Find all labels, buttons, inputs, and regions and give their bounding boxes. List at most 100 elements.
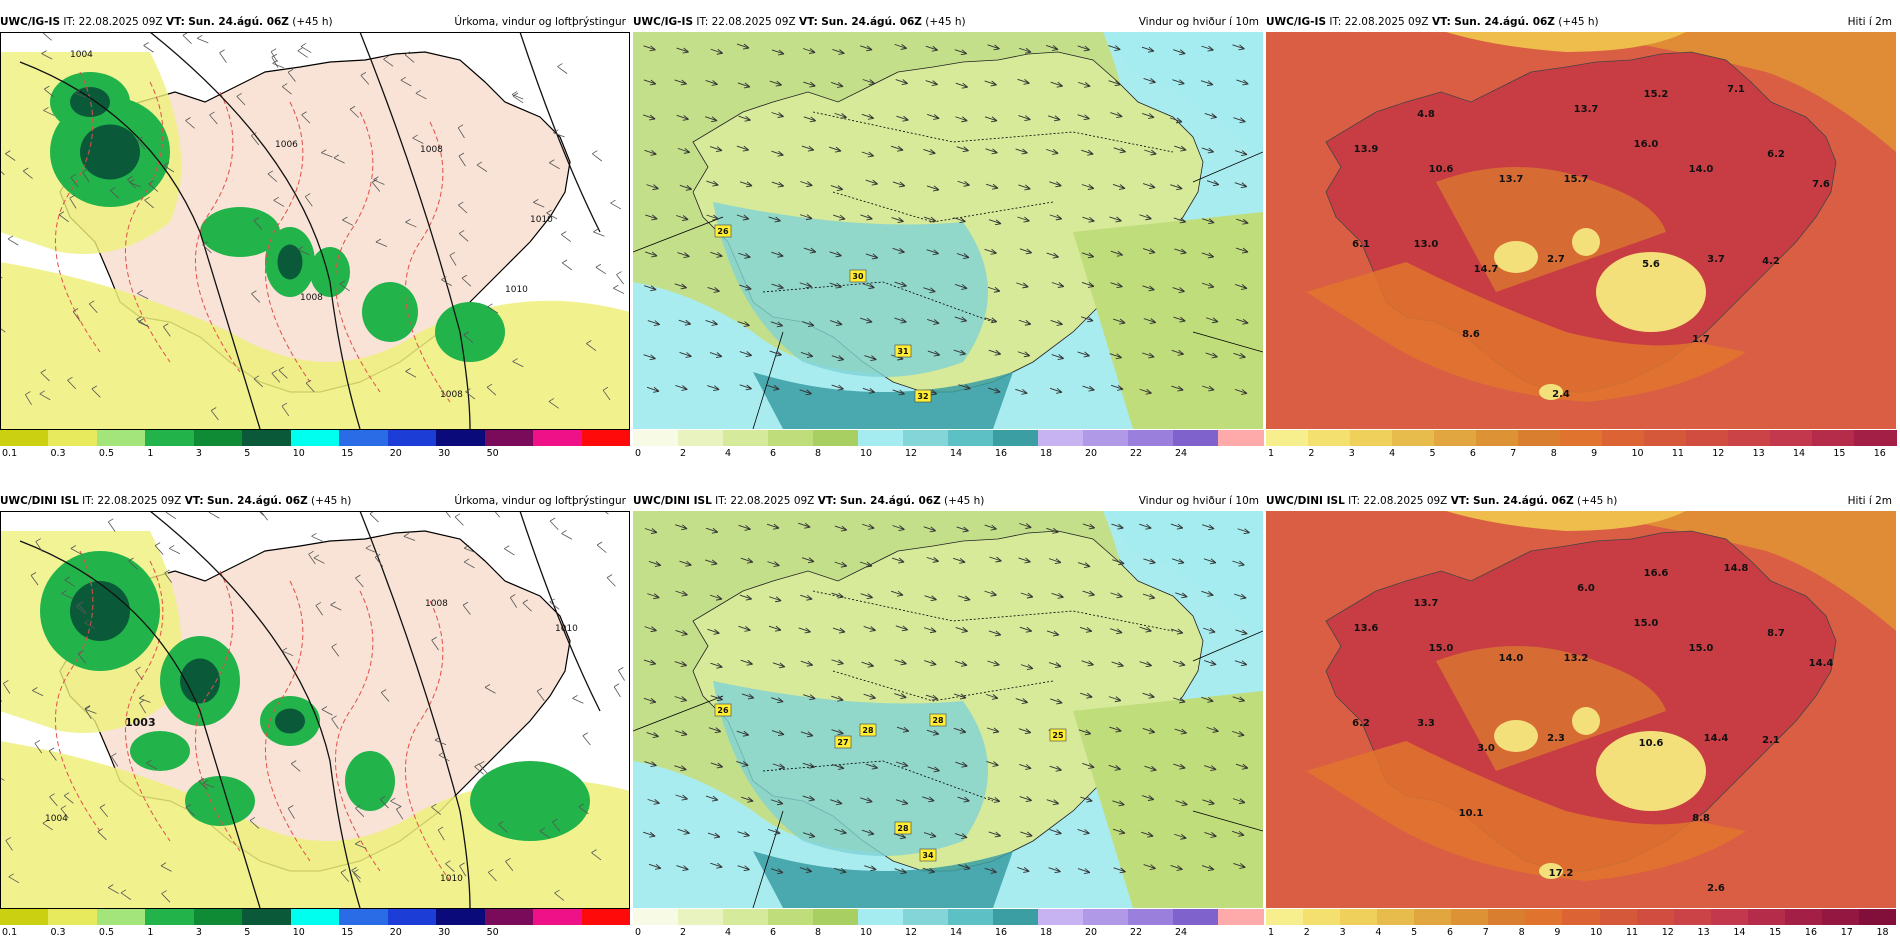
temp-station-label: 14.7 — [1474, 264, 1499, 275]
legend-swatch — [0, 430, 49, 446]
legend-swatch — [768, 909, 814, 925]
legend-swatch — [97, 430, 146, 446]
temp-station-label: 4.8 — [1417, 109, 1435, 120]
legend-tick-label: 50 — [487, 927, 499, 938]
legend-tick-label: 0.1 — [2, 927, 17, 938]
temp-station-label: 13.7 — [1574, 104, 1599, 115]
panel-title: Úrkoma, vindur og loftþrýstingur — [454, 13, 626, 31]
legend-swatch — [948, 909, 994, 925]
legend-tick-label: 3 — [1349, 448, 1355, 459]
precip-area-heavy — [362, 282, 418, 342]
legend-swatch — [1854, 430, 1897, 446]
precip-area-heavy — [310, 247, 350, 297]
legend-swatch — [1451, 909, 1489, 925]
panel-header: UWC/DINI ISL IT: 22.08.2025 09Z VT: Sun.… — [1266, 492, 1896, 510]
legend-swatch — [678, 430, 724, 446]
isobar-label: 1008 — [420, 145, 443, 155]
temp-station-label: 2.7 — [1547, 254, 1565, 265]
legend-tick-label: 1 — [147, 927, 153, 938]
temp-station-label: 14.4 — [1809, 658, 1834, 669]
temp-station-label: 7.6 — [1812, 179, 1830, 190]
legend-swatch — [1173, 909, 1219, 925]
temp-station-label: 13.7 — [1499, 174, 1524, 185]
legend-swatch — [1308, 430, 1351, 446]
legend-swatch — [533, 430, 582, 446]
temp-station-label: 8.7 — [1767, 628, 1785, 639]
model-name: UWC/IG-IS — [0, 16, 60, 28]
temp-station-label: 3.7 — [1707, 254, 1725, 265]
legend-swatch — [1083, 430, 1129, 446]
panel-r2-precip: UWC/DINI ISL IT: 22.08.2025 09Z VT: Sun.… — [0, 492, 630, 952]
legend-tick-label: 24 — [1175, 448, 1187, 459]
model-name: UWC/DINI ISL — [1266, 495, 1345, 507]
legend-swatch — [1644, 430, 1687, 446]
legend-tick-label: 18 — [1040, 927, 1052, 938]
legend-tick-label: 16 — [995, 448, 1007, 459]
valid-time-label: VT: — [185, 495, 204, 507]
legend-tick-label: 4 — [1389, 448, 1395, 459]
legend-tick-label: 1 — [147, 448, 153, 459]
legend-tick-label: 12 — [1712, 448, 1724, 459]
max-wind-label: 34 — [922, 851, 934, 860]
legend-swatch — [436, 909, 485, 925]
legend-tick-label: 9 — [1591, 448, 1597, 459]
legend-tick-label: 5 — [1411, 927, 1417, 938]
temp-station-label: 8.6 — [1462, 329, 1480, 340]
panel-header: UWC/DINI ISL IT: 22.08.2025 09Z VT: Sun.… — [633, 492, 1263, 510]
legend-tick-label: 12 — [905, 927, 917, 938]
legend-tick-label: 2 — [1308, 448, 1314, 459]
legend-tick-label: 15 — [1769, 927, 1781, 938]
temp-station-label: 10.6 — [1429, 164, 1454, 175]
legend-tick-label: 7 — [1483, 927, 1489, 938]
legend-swatch — [1637, 909, 1675, 925]
legend-tick-label: 6 — [1447, 927, 1453, 938]
legend-swatch — [242, 430, 291, 446]
precip-area-heavy — [130, 731, 190, 771]
temp-station-label: 15.7 — [1564, 174, 1589, 185]
temp-station-label: 2.3 — [1547, 733, 1565, 744]
isobar-label: 1003 — [125, 716, 156, 729]
lead-time: (+45 h) — [311, 495, 351, 507]
valid-time: Sun. 24.ágú. 06Z — [1454, 16, 1555, 28]
legend-swatch — [768, 430, 814, 446]
temp-station-label: 13.2 — [1564, 653, 1589, 664]
lead-time: (+45 h) — [1577, 495, 1617, 507]
max-wind-label: 31 — [897, 347, 909, 356]
max-wind-label: 32 — [917, 392, 928, 401]
legend-swatch — [145, 430, 194, 446]
temp-station-label: 1.7 — [1692, 334, 1710, 345]
legend-tick-label: 8 — [815, 448, 821, 459]
valid-time-label: VT: — [1432, 16, 1451, 28]
precip-area-heavy — [185, 776, 255, 826]
temp-station-label: 17.2 — [1549, 868, 1574, 879]
legend-swatch — [145, 909, 194, 925]
legend-tick-label: 16 — [995, 927, 1007, 938]
legend-swatch — [903, 909, 949, 925]
legend-tick-label: 0 — [635, 448, 641, 459]
legend-tick-label: 15 — [341, 448, 353, 459]
temp-station-label: 16.6 — [1644, 568, 1669, 579]
precip-area-heavy — [345, 751, 395, 811]
legend-tick-label: 0.5 — [99, 448, 114, 459]
panel-header: UWC/DINI ISL IT: 22.08.2025 09Z VT: Sun.… — [0, 492, 630, 510]
legend-tick-label: 8 — [1519, 927, 1525, 938]
lead-time: (+45 h) — [292, 16, 332, 28]
legend-swatch — [993, 430, 1039, 446]
init-time: IT: 22.08.2025 09Z — [82, 495, 181, 507]
legend-tick-label: 2 — [1304, 927, 1310, 938]
legend-tick-label: 0.3 — [50, 927, 65, 938]
panel-r1-wind: UWC/IG-IS IT: 22.08.2025 09Z VT: Sun. 24… — [633, 13, 1263, 473]
temp-station-label: 14.8 — [1724, 563, 1749, 574]
legend-swatch — [1488, 909, 1526, 925]
temp-station-label: 2.4 — [1552, 389, 1570, 400]
legend-tick-label: 6 — [770, 448, 776, 459]
legend-swatch — [1377, 909, 1415, 925]
